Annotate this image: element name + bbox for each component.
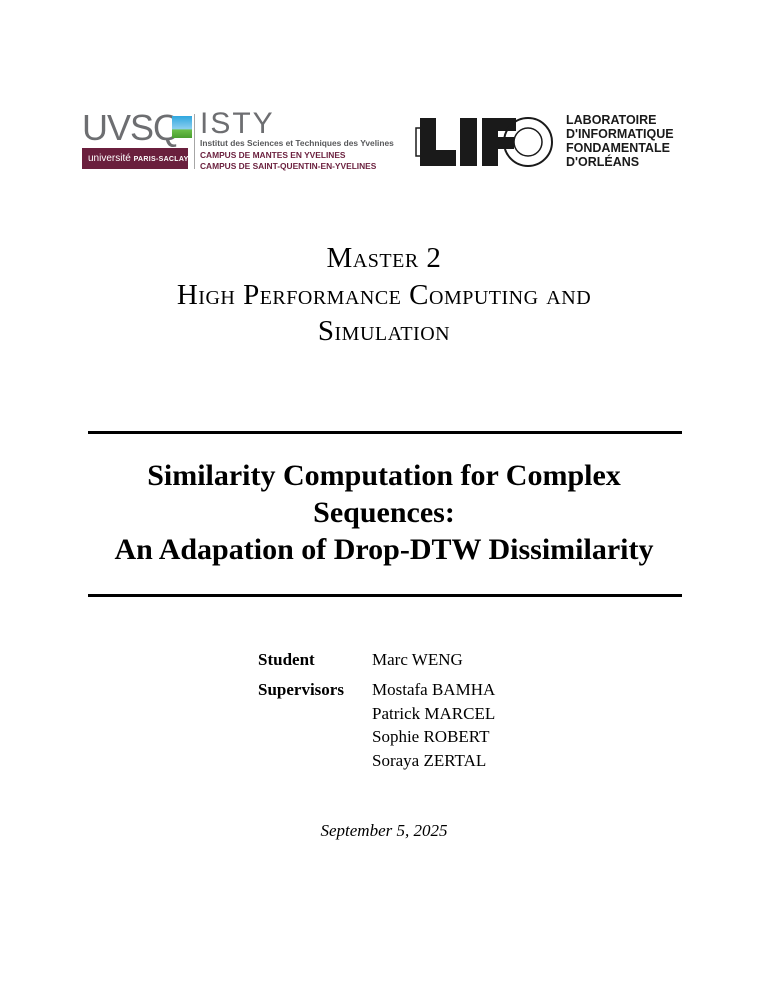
uvsq-wordmark: UVSQ [82,107,181,148]
supervisor: Mostafa BAMHA [372,680,496,699]
lifo-mark-icon [415,117,553,167]
supervisors-list: Mostafa BAMHA Patrick MARCEL Sophie ROBE… [372,678,495,772]
student-label: Student [258,650,315,669]
lifo-line-4: D'ORLÉANS [566,155,640,169]
isty-wordmark: ISTY [200,107,275,140]
date: September 5, 2025 [320,821,448,840]
program-level: Master 2 [326,242,442,274]
logo-divider [194,114,195,169]
supervisors-label: Supervisors [258,680,344,699]
isty-subtitle: Institut des Sciences et Techniques des … [200,138,394,148]
program-name-line-2: Simulation [317,315,451,347]
lifo-line-3: FONDAMENTALE [566,141,670,155]
supervisor: Sophie ROBERT [372,727,490,746]
paris-saclay-banner: université PARIS-SACLAY [82,148,188,169]
lifo-line-1: LABORATOIRE [566,113,657,127]
campus-mantes: CAMPUS DE MANTES EN YVELINES [200,150,346,160]
lifo-line-2: D'INFORMATIQUE [566,127,674,141]
campus-sqy: CAMPUS DE SAINT-QUENTIN-EN-YVELINES [200,161,377,171]
thesis-title-line-3: An Adapation of Drop-DTW Dissimilarity [114,533,654,566]
thesis-title-line-2: Sequences: [313,496,455,529]
supervisor: Soraya ZERTAL [372,750,487,770]
program-name-line-1: High Performance Computing and [176,279,592,311]
paris-saclay-text: PARIS-SACLAY [133,156,189,163]
top-rule [88,431,682,434]
uvsq-sun-icon [172,116,192,138]
supervisor: Patrick MARCEL [372,703,496,723]
student-name: Marc WENG [372,650,463,669]
university-text: université [88,153,131,164]
bottom-rule [88,594,682,597]
thesis-title-line-1: Similarity Computation for Complex [147,459,621,492]
